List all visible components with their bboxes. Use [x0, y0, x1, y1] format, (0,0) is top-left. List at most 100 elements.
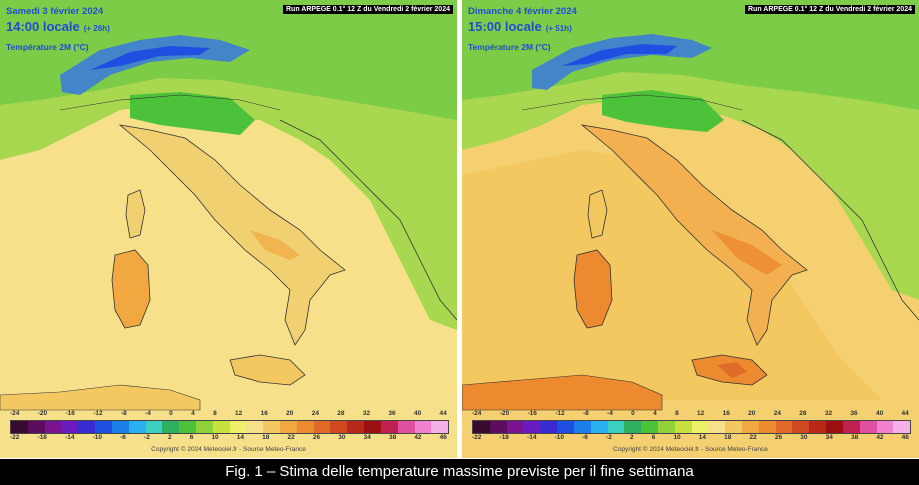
legend-tick-label: 2	[167, 434, 172, 441]
legend-tick-label: 32	[362, 410, 371, 417]
legend-color-swatch	[128, 421, 146, 433]
legend-tick-label: -18	[499, 434, 509, 441]
legend-tick-label: 12	[697, 410, 705, 417]
legend-tick-label: 14	[698, 434, 707, 441]
legend-top-labels: -24 -20 -16 -12 -8 -4 0 4 8 12 16 20 24 28 32 36 40 44	[472, 410, 909, 417]
legend-color-swatch	[280, 421, 297, 433]
legend-color-swatch	[590, 421, 608, 433]
legend-color-swatch	[212, 421, 230, 433]
legend-color-swatch	[431, 421, 449, 433]
legend-color-bar	[472, 420, 911, 434]
legend-tick-label: -24	[10, 410, 20, 417]
forecast-date: Dimanche 4 février 2024	[468, 6, 577, 17]
legend-color-swatch	[473, 421, 490, 433]
copyright-text: Copyright © 2024 Meteociel.fr - Source M…	[613, 446, 768, 453]
caption-bar	[0, 459, 919, 485]
legend-tick-label: 0	[631, 410, 635, 417]
forecast-map-saturday: Run ARPEGE 0.1° 12 Z du Vendredi 2 févri…	[0, 0, 457, 458]
legend-color-swatch	[758, 421, 776, 433]
legend-tick-label: 24	[311, 410, 319, 417]
legend-tick-label: 16	[260, 410, 268, 417]
legend-tick-label: 10	[211, 434, 219, 441]
legend-color-swatch	[842, 421, 860, 433]
legend-color-swatch	[162, 421, 180, 433]
legend-tick-label: 0	[169, 410, 173, 417]
legend-tick-label: 30	[338, 434, 346, 441]
copyright-text: Copyright © 2024 Meteociel.fr - Source M…	[151, 446, 306, 453]
temperature-legend: -24 -20 -16 -12 -8 -4 0 4 8 12 16 20 24 28 32 36 40 44 -2…	[466, 410, 915, 454]
legend-color-swatch	[775, 421, 793, 433]
legend-color-swatch	[540, 421, 558, 433]
legend-color-swatch	[397, 421, 415, 433]
forecast-map-sunday: Run ARPEGE 0.1° 12 Z du Vendredi 2 févri…	[462, 0, 919, 458]
legend-tick-label: 46	[439, 434, 447, 441]
legend-tick-label: -20	[37, 410, 48, 417]
legend-tick-label: -18	[37, 434, 47, 441]
legend-tick-label: 18	[724, 434, 732, 441]
legend-color-swatch	[414, 421, 432, 433]
legend-color-swatch	[708, 421, 726, 433]
legend-color-swatch	[876, 421, 894, 433]
legend-color-swatch	[296, 421, 314, 433]
legend-color-swatch	[691, 421, 709, 433]
forecast-date: Samedi 3 février 2024	[6, 6, 104, 17]
legend-tick-label: 40	[413, 410, 422, 417]
legend-color-swatch	[573, 421, 591, 433]
forecast-offset: (+ 26h)	[83, 24, 110, 33]
forecast-time-value: 15:00 locale	[468, 19, 542, 34]
legend-tick-label: 38	[388, 434, 397, 441]
legend-tick-label: 46	[901, 434, 909, 441]
temperature-map	[462, 0, 919, 458]
legend-color-swatch	[11, 421, 28, 433]
legend-tick-label: 44	[439, 410, 447, 417]
legend-tick-label: 24	[773, 410, 781, 417]
legend-color-swatch	[624, 421, 642, 433]
legend-color-swatch	[506, 421, 524, 433]
legend-tick-label: 28	[799, 410, 807, 417]
legend-tick-label: 28	[337, 410, 345, 417]
legend-color-swatch	[111, 421, 129, 433]
legend-top-labels: -24 -20 -16 -12 -8 -4 0 4 8 12 16 20 24 28 32 36 40 44	[10, 410, 447, 417]
legend-tick-label: -8	[582, 410, 589, 417]
legend-tick-label: -6	[582, 434, 588, 441]
legend-color-swatch	[489, 421, 507, 433]
legend-color-swatch	[229, 421, 247, 433]
legend-tick-label: -10	[554, 434, 564, 441]
legend-color-swatch	[330, 421, 348, 433]
legend-tick-label: 40	[875, 410, 884, 417]
legend-tick-label: -24	[472, 410, 482, 417]
legend-tick-label: -4	[145, 410, 151, 417]
legend-tick-label: 30	[800, 434, 808, 441]
temperature-map	[0, 0, 457, 458]
legend-tick-label: -14	[527, 434, 537, 441]
legend-tick-label: -6	[120, 434, 126, 441]
parameter-label: Température 2M (°C)	[468, 42, 551, 52]
legend-tick-label: 2	[629, 434, 634, 441]
legend-tick-label: -2	[144, 434, 150, 441]
legend-color-swatch	[246, 421, 264, 433]
legend-color-swatch	[607, 421, 625, 433]
legend-color-swatch	[347, 421, 365, 433]
legend-color-swatch	[145, 421, 163, 433]
legend-color-swatch	[725, 421, 742, 433]
legend-tick-label: -22	[10, 434, 20, 441]
legend-color-swatch	[826, 421, 843, 433]
forecast-offset: (+ 51h)	[545, 24, 572, 33]
legend-tick-label: 16	[722, 410, 730, 417]
legend-color-swatch	[313, 421, 331, 433]
legend-tick-label: 36	[388, 410, 396, 417]
legend-tick-label: 4	[653, 410, 657, 417]
temperature-legend: -24 -20 -16 -12 -8 -4 0 4 8 12 16 20 24 28 32 36 40 44 -2…	[4, 410, 453, 454]
forecast-time-value: 14:00 locale	[6, 19, 80, 34]
legend-color-swatch	[195, 421, 213, 433]
legend-tick-label: 6	[189, 434, 194, 441]
legend-tick-label: 20	[286, 410, 294, 417]
legend-color-swatch	[78, 421, 96, 433]
legend-tick-label: 22	[749, 434, 757, 441]
legend-tick-label: 8	[213, 410, 217, 417]
legend-tick-label: -22	[472, 434, 482, 441]
legend-tick-label: 42	[414, 434, 422, 441]
run-label: Run ARPEGE 0.1° 12 Z du Vendredi 2 févri…	[745, 5, 915, 14]
legend-tick-label: 12	[235, 410, 243, 417]
legend-color-swatch	[263, 421, 280, 433]
